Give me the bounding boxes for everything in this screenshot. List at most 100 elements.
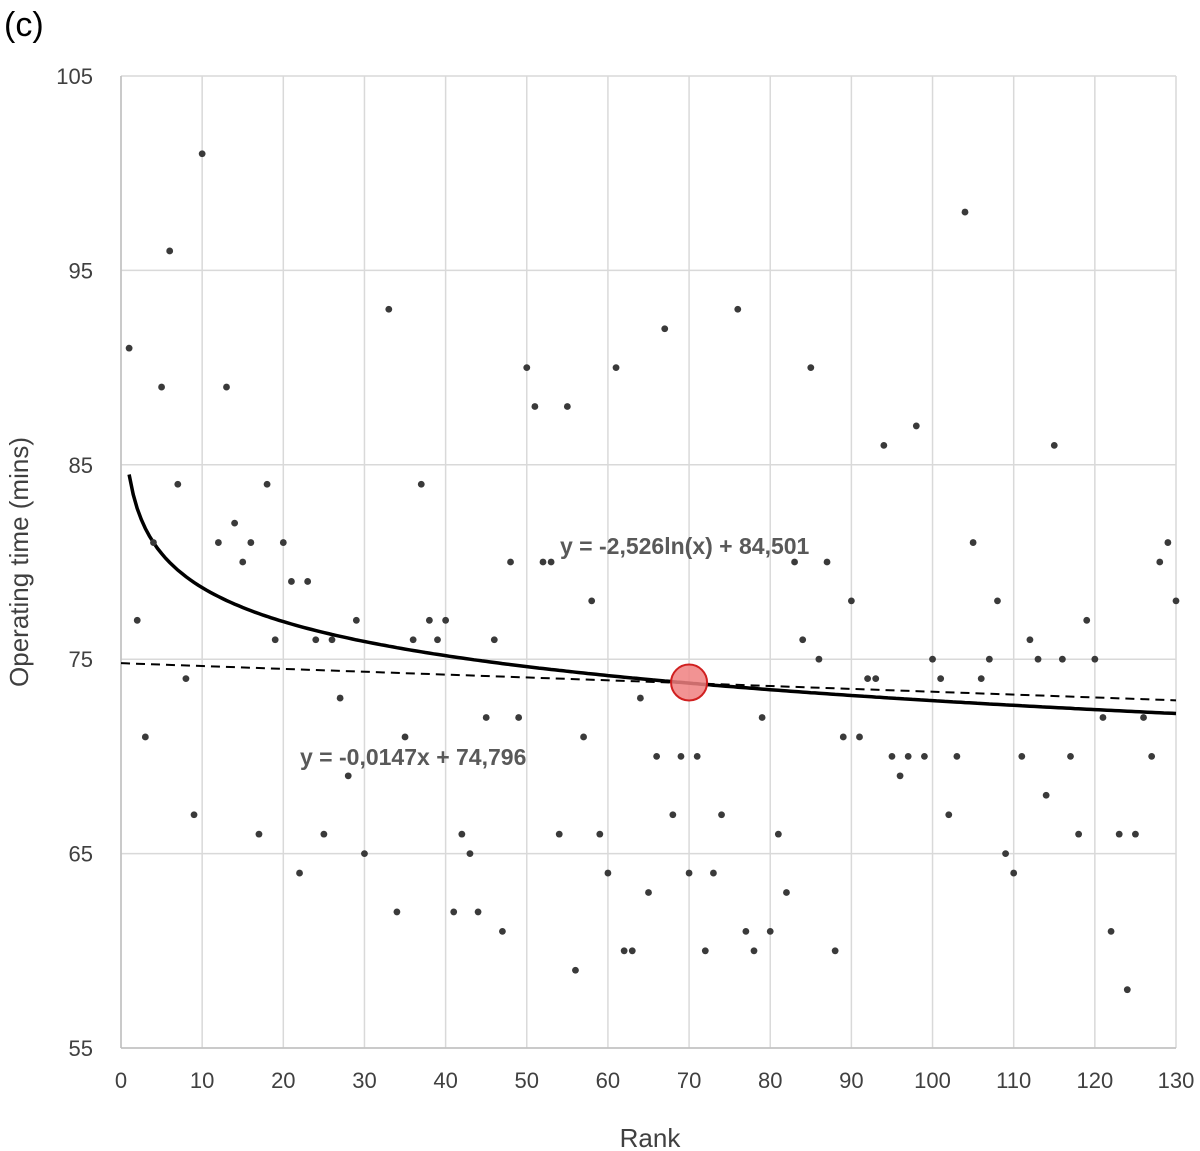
data-point [880,441,888,449]
data-point [417,480,425,488]
data-point [977,675,985,683]
data-point [1115,830,1123,838]
data-point [685,869,693,877]
data-point [312,636,320,644]
y-tick-labels: 55 65 75 85 95 105 [56,64,93,1061]
trendlines [120,474,1177,716]
log-trend-equation: y = -2,526ln(x) + 84,501 [560,533,810,559]
data-point [263,480,271,488]
x-tick-label: 10 [190,1068,214,1093]
data-point [409,636,417,644]
data-point [1083,616,1091,624]
data-point [929,655,936,663]
data-point [718,811,725,819]
data-point [158,383,165,391]
x-tick-label: 40 [433,1068,457,1093]
data-point [831,947,839,955]
data-point [352,616,360,624]
data-point [1148,753,1156,760]
data-point [677,753,685,760]
y-tick-label: 85 [69,453,93,478]
y-tick-label: 75 [69,647,93,672]
data-point [1172,597,1180,605]
data-point [864,675,872,683]
data-point [1050,441,1058,449]
data-point [734,305,742,313]
data-point [1091,655,1099,663]
data-point [661,325,669,333]
y-axis-title: Operating time (mins) [4,437,34,687]
data-point [474,908,482,916]
data-point [434,636,441,644]
x-tick-label: 60 [596,1068,620,1093]
data-point [783,889,790,896]
data-point [896,772,904,780]
data-point [961,208,969,216]
data-point [628,947,636,955]
x-tick-labels: 0 10 20 30 40 50 60 70 80 90 100 110 120 130 [115,1068,1194,1093]
data-point [750,947,758,955]
data-point [1026,636,1034,644]
data-point [1107,927,1115,935]
data-point [669,811,677,819]
data-point [288,578,295,585]
data-point [482,714,490,721]
data-point [839,733,847,741]
data-point [904,753,912,760]
x-tick-label: 110 [996,1068,1031,1093]
data-point [247,539,255,546]
data-point [588,597,596,605]
data-point [653,753,661,760]
data-point [466,850,474,857]
data-point [612,364,620,371]
highlight-marker [670,663,709,702]
data-point [458,830,466,838]
y-tick-label: 65 [69,842,93,867]
linear-trend-equation: y = -0,0147x + 74,796 [300,744,526,770]
x-tick-label: 100 [914,1068,951,1093]
data-point [231,519,239,527]
data-point [596,830,604,838]
data-point [336,694,344,702]
data-point [125,344,133,352]
data-point [255,830,263,838]
data-point [490,636,498,644]
data-point [693,753,701,760]
data-point [774,830,782,838]
data-point [1123,986,1131,994]
data-point [539,558,547,566]
data-point [953,753,961,760]
data-point [1058,655,1066,663]
data-point [742,927,750,935]
data-point [442,616,450,624]
data-point [1156,558,1164,566]
grid-lines [120,75,1177,1049]
x-tick-label: 90 [839,1068,863,1093]
data-point [555,830,563,838]
data-point [815,655,823,663]
data-point [758,714,766,721]
data-point [393,908,401,916]
data-point [547,558,555,566]
data-point [401,733,409,741]
data-point [1075,830,1083,838]
data-point [531,403,539,410]
data-point [620,947,628,955]
data-point [872,675,880,683]
data-point [823,558,831,566]
data-point [141,733,149,741]
data-point [807,364,815,371]
data-point [1010,869,1018,877]
data-point [856,733,863,741]
x-tick-label: 0 [115,1068,127,1093]
y-tick-label: 105 [56,64,93,89]
data-point [969,539,977,546]
data-point [1042,791,1050,799]
data-point [279,539,287,546]
data-point [271,636,279,644]
data-point [799,636,807,644]
data-point [1034,655,1042,663]
x-tick-label: 80 [758,1068,782,1093]
data-point [580,733,587,741]
x-tick-label: 20 [271,1068,295,1093]
